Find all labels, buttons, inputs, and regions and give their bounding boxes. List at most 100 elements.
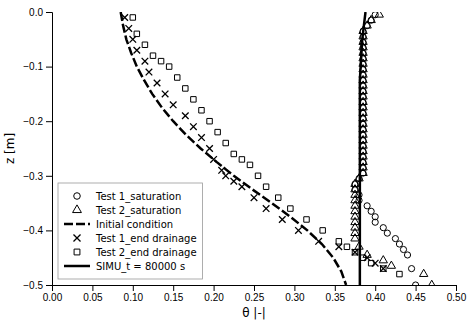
point [363,21,371,28]
point [400,246,406,252]
point [215,129,220,134]
legend-label: Test 2_saturation [95,205,181,217]
point [121,14,128,21]
x-tick: 0.35 [326,285,346,303]
legend-swatch [73,205,82,213]
legend-entry: Test 1_end drainage [73,233,196,245]
legend-swatch [64,223,90,226]
point [170,102,177,109]
legend-swatch [64,265,90,268]
legend-label: Test 1_saturation [95,191,181,203]
x-tick: 0.10 [124,285,144,303]
y-tick: −0.3 [23,171,52,182]
x-tick-label: 0.25 [245,292,265,303]
legend-label: Test 1_end drainage [95,233,197,245]
point [218,167,225,174]
point [408,266,414,272]
point [397,271,402,276]
point [384,230,390,236]
point [387,261,395,268]
y-tick-mark [46,176,52,177]
legend-label: SIMU_t = 80000 s [96,261,185,273]
legend-label: Initial condition [96,219,173,230]
y-tick: −0.4 [23,225,52,236]
point [263,205,270,212]
point [158,58,163,63]
point [247,162,252,167]
point [255,173,260,178]
point [239,183,246,190]
y-tick-label: −0.3 [23,171,43,182]
legend-entry: Test 1_saturation [74,191,182,203]
x-tick: 0.25 [245,285,265,303]
point [380,225,386,231]
legend-swatch [74,249,80,255]
point [359,168,367,175]
point [379,256,387,263]
point [304,217,309,222]
x-tick-label: 0.00 [43,292,63,303]
point [134,47,141,54]
x-tick-mark [294,285,295,291]
point [368,208,374,214]
point [380,265,387,272]
y-tick-mark [46,230,52,231]
point [134,31,139,36]
point [344,244,349,249]
point [222,173,229,180]
point [162,91,169,98]
point [231,178,238,185]
point [360,255,365,260]
point [396,241,402,247]
x-tick-label: 0.15 [164,292,184,303]
point [355,242,363,249]
x-tick-mark [254,285,255,291]
point [367,15,375,22]
point [276,195,281,200]
point [125,25,132,32]
point [166,64,171,69]
point [154,80,161,87]
point [239,157,244,162]
point [231,151,236,156]
point [320,228,325,233]
point [206,145,213,152]
legend-box [58,183,203,279]
x-tick: 0.50 [447,285,467,303]
point [336,239,341,244]
x-tick-mark [456,285,457,291]
y-tick-label: −0.1 [23,61,43,72]
point [279,216,286,223]
x-tick-mark [416,285,417,291]
x-tick: 0.40 [366,285,386,303]
legend-entry: Initial condition [64,219,173,230]
x-tick: 0.15 [164,285,184,303]
legend: Test 1_saturation Test 2_saturation Initia… [58,183,203,279]
point [191,97,196,102]
x-tick-label: 0.30 [285,292,305,303]
y-tick-mark [46,67,52,68]
y-tick: −0.1 [23,61,52,72]
point [190,123,197,130]
series-points [351,12,436,285]
legend-label: Test 2_end drainage [95,247,197,259]
legend-entry: SIMU_t = 80000 s [64,261,185,273]
y-tick: −0.5 [23,280,52,291]
point [413,282,419,285]
x-axis-title: θ |-| [242,306,266,320]
x-tick-mark [214,285,215,291]
point [251,194,258,201]
y-tick-mark [46,12,52,13]
point [428,280,436,285]
x-tick-mark [375,285,376,291]
x-tick-label: 0.35 [326,292,346,303]
point [363,250,371,257]
y-axis: 0.0−0.1−0.2−0.3−0.4−0.5 [23,7,52,291]
x-axis: 0.000.050.100.150.200.250.300.350.400.45… [43,285,467,303]
point [392,236,398,242]
x-tick-mark [173,285,174,291]
point [183,86,188,91]
x-tick-mark [335,285,336,291]
y-tick-label: −0.5 [23,280,43,291]
point [355,174,363,181]
